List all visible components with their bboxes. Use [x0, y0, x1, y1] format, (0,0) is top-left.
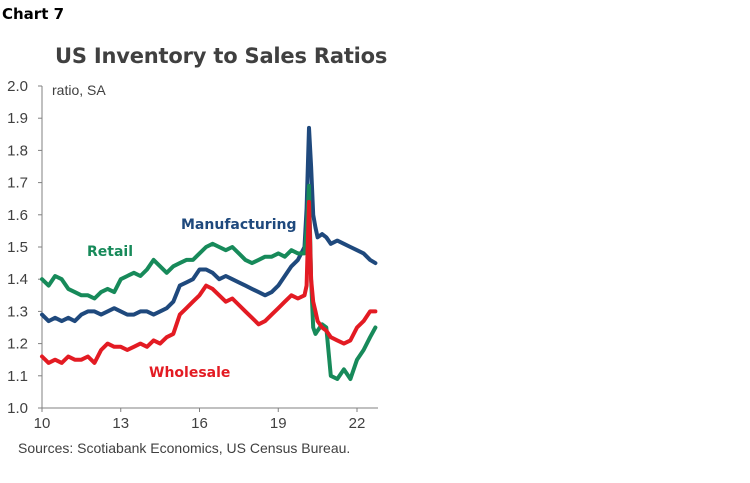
y-tick-label: 1.0	[7, 400, 28, 417]
y-tick-label: 2.0	[7, 78, 28, 95]
y-tick-label: 1.1	[7, 368, 28, 385]
x-tick-label: 19	[270, 415, 287, 432]
series-label-manufacturing: Manufacturing	[181, 217, 297, 233]
x-tick-label: 13	[112, 415, 129, 432]
y-tick-label: 1.2	[7, 336, 28, 353]
series-line-wholesale	[40, 199, 378, 365]
y-tick-label: 1.3	[7, 303, 28, 320]
y-tick-label: 1.8	[7, 142, 28, 159]
series-lines	[40, 125, 378, 381]
y-tick-label: 1.9	[7, 110, 28, 127]
x-tick-label: 16	[191, 415, 208, 432]
series-line-retail	[40, 183, 378, 381]
y-tick-label: 1.7	[7, 175, 28, 192]
x-tick-label: 10	[34, 415, 51, 432]
series-label-retail: Retail	[87, 244, 133, 260]
series-label-wholesale: Wholesale	[149, 365, 230, 381]
axes: 1.0 1.1 1.2 1.3 1.4 1.5 1.6 1.7 1.8 1.9 2.0 10 13 16 1…	[7, 78, 378, 432]
x-tick-label: 22	[349, 415, 366, 432]
chart-number-label: Chart 7	[2, 5, 65, 23]
y-tick-label: 1.5	[7, 239, 28, 256]
chart-title: US Inventory to Sales Ratios	[55, 44, 388, 68]
y-tick-label: 1.6	[7, 207, 28, 224]
series-line-manufacturing	[40, 125, 378, 324]
unit-label: ratio, SA	[52, 82, 106, 98]
y-tick-label: 1.4	[7, 271, 28, 288]
source-note: Sources: Scotiabank Economics, US Census…	[18, 440, 351, 456]
